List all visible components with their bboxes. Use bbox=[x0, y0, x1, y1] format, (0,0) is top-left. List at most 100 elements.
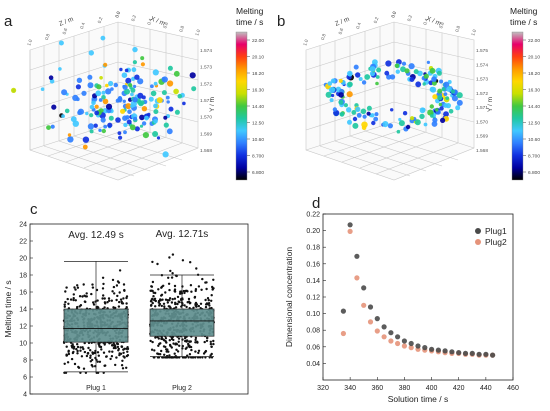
jitter-point bbox=[90, 363, 94, 367]
jitter-point bbox=[201, 277, 204, 281]
plug1-point bbox=[449, 349, 455, 355]
particle-point bbox=[330, 78, 336, 84]
z-tick-label: 0.6 bbox=[61, 27, 68, 35]
particle-point bbox=[430, 86, 437, 93]
jitter-point bbox=[168, 354, 171, 357]
particle-point bbox=[423, 73, 429, 79]
jitter-point bbox=[169, 306, 172, 309]
particle-point bbox=[415, 81, 422, 88]
jitter-point bbox=[80, 355, 84, 358]
particle-point bbox=[51, 104, 57, 110]
particle-point bbox=[375, 81, 379, 86]
particle-point bbox=[98, 98, 103, 102]
plug2-point bbox=[347, 228, 353, 234]
jitter-point bbox=[72, 298, 75, 302]
particle-point bbox=[58, 40, 64, 46]
jitter-point bbox=[108, 299, 111, 302]
jitter-point bbox=[65, 354, 68, 357]
jitter-point bbox=[185, 339, 189, 342]
plug1-point bbox=[415, 343, 421, 349]
jitter-point bbox=[73, 362, 77, 366]
y-tick-label: 1.571 bbox=[476, 105, 488, 111]
z-tick-label: 0.8 bbox=[320, 33, 327, 41]
particle-point bbox=[153, 119, 158, 124]
jitter-point bbox=[63, 362, 66, 365]
y-tick-label: 16 bbox=[19, 290, 27, 297]
z-tick-label: 0.0 bbox=[390, 10, 397, 18]
jitter-point bbox=[205, 281, 208, 284]
particle-point bbox=[140, 62, 145, 67]
plug1-point bbox=[374, 316, 380, 322]
panel-b-points bbox=[323, 59, 463, 134]
colorbar-tick-label: 14.40 bbox=[252, 104, 264, 110]
z-tick-label: 0.2 bbox=[373, 16, 380, 24]
particle-point bbox=[189, 72, 196, 79]
jitter-point bbox=[70, 344, 73, 348]
jitter-point bbox=[111, 290, 114, 293]
panel-b-colorbar-ticks: 22.00 20.10 18.20 16.30 14.40 12.50 10.60 8.700… bbox=[523, 38, 540, 176]
jitter-point bbox=[109, 357, 112, 361]
particle-point bbox=[166, 100, 170, 104]
jitter-point bbox=[96, 351, 100, 354]
particle-point bbox=[327, 81, 333, 86]
z-tick-label: 0.0 bbox=[114, 10, 121, 18]
jitter-point bbox=[167, 350, 170, 353]
jitter-point bbox=[102, 351, 106, 354]
jitter-point bbox=[160, 304, 163, 308]
particle-point bbox=[117, 96, 123, 101]
x-tick-label: Plug 2 bbox=[172, 385, 192, 392]
legend-marker-plug1 bbox=[475, 228, 481, 234]
x-tick-label: 440 bbox=[480, 385, 492, 392]
jitter-point bbox=[82, 347, 85, 351]
legend-label-plug1: Plug1 bbox=[485, 226, 507, 236]
z-tick-label: 0.4 bbox=[79, 21, 86, 29]
jitter-point bbox=[91, 351, 94, 354]
jitter-point bbox=[174, 342, 178, 345]
jitter-point bbox=[209, 340, 212, 343]
x-tick-label: 1.0 bbox=[194, 28, 201, 36]
particle-point bbox=[152, 131, 159, 137]
jitter-point bbox=[103, 343, 106, 346]
jitter-point bbox=[160, 285, 164, 288]
y-tick-label: 0.04 bbox=[306, 361, 320, 368]
particle-point bbox=[328, 86, 336, 94]
jitter-point bbox=[96, 360, 99, 363]
jitter-point bbox=[120, 364, 124, 367]
panel-a-points bbox=[11, 35, 197, 158]
jitter-point bbox=[161, 298, 164, 301]
particle-point bbox=[375, 75, 380, 79]
panel-c-x-ticks: Plug 1 Plug 2 bbox=[86, 385, 192, 392]
particle-point bbox=[131, 67, 137, 73]
x-tick-label: Plug 1 bbox=[86, 385, 106, 392]
particle-point bbox=[439, 79, 444, 84]
particle-point bbox=[67, 133, 72, 137]
jitter-point bbox=[90, 292, 93, 296]
jitter-point bbox=[172, 342, 175, 345]
particle-point bbox=[77, 110, 82, 116]
particle-point bbox=[437, 95, 443, 101]
particle-point bbox=[137, 92, 144, 99]
particle-point bbox=[120, 108, 126, 114]
particle-point bbox=[130, 104, 134, 108]
y-tick-label: 14 bbox=[19, 307, 27, 314]
colorbar-tick-label: 20.10 bbox=[528, 55, 540, 61]
jitter-point bbox=[121, 359, 124, 362]
particle-point bbox=[384, 70, 390, 76]
jitter-point bbox=[122, 351, 125, 354]
jitter-point bbox=[122, 297, 125, 300]
particle-point bbox=[75, 84, 81, 90]
jitter-point bbox=[166, 301, 169, 304]
plug1-point bbox=[483, 351, 489, 357]
particle-point bbox=[87, 123, 94, 130]
particle-point bbox=[173, 70, 180, 77]
x-tick-label: 420 bbox=[453, 385, 465, 392]
jitter-point bbox=[116, 280, 120, 283]
particle-point bbox=[87, 74, 93, 80]
particle-point bbox=[61, 114, 65, 118]
jitter-point bbox=[120, 345, 124, 348]
particle-point bbox=[343, 103, 348, 108]
jitter-point bbox=[176, 302, 179, 306]
jitter-point bbox=[188, 345, 191, 349]
particle-point bbox=[121, 72, 128, 78]
jitter-point bbox=[125, 354, 129, 358]
